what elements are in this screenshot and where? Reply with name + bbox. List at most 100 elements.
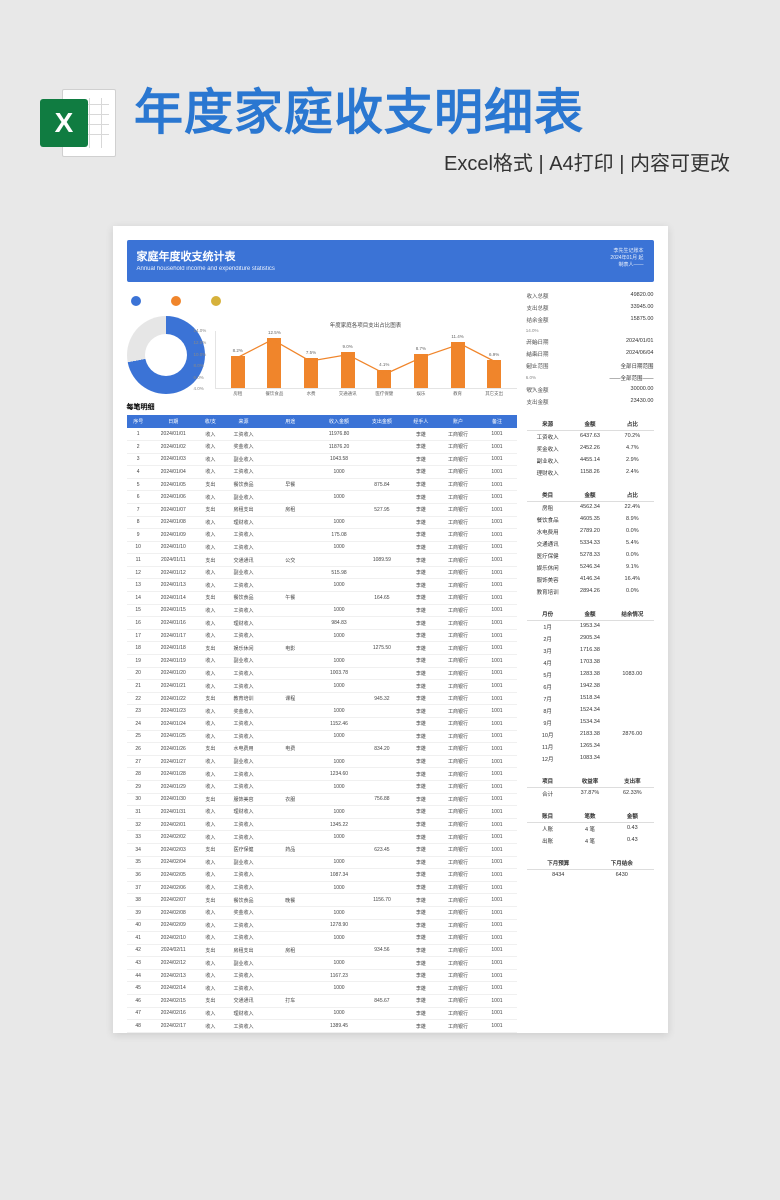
col-header: 用途: [263, 415, 318, 428]
table-row: 42024/01/04收入工资收入1000李雄工商银行1001: [127, 466, 517, 479]
monthly-summary: 月份金额结余情况1月1953.342月2905.343月1716.384月170…: [527, 608, 654, 765]
summary-row: 收入金额30000.00: [527, 384, 654, 396]
table-row: 142024/01/14支出餐饮食品午餐164.65李雄工商银行1001: [127, 592, 517, 605]
bar-chart: 年度家庭各项目支出占比图表 14.0%12.0%10.0%8.0%6.0%4.0…: [215, 321, 517, 389]
summary-row: 11月1265.34: [527, 741, 654, 753]
summary-totals: 收入总额49820.00支出总额33945.00结余金额15875.00: [527, 290, 654, 326]
table-row: 282024/01/28收入工资收入1234.60李雄工商银行1001: [127, 768, 517, 781]
expense-breakdown: 类目金额占比房租4562.3422.4%餐饮食品4605.358.9%水电费用2…: [527, 489, 654, 598]
page-title: 年度家庭收支明细表: [134, 85, 740, 141]
table-row: 242024/01/24收入工资收入1152.46李雄工商银行1001: [127, 718, 517, 731]
table-header-row: 序号日期收/支来源用途收入金额支出金额经手人账户备注: [127, 415, 517, 428]
summary-row: 水电费用2789.200.0%: [527, 526, 654, 538]
next-month-summary: 下月预算下月结余84346430: [527, 857, 654, 880]
summary-row: 7月1518.34: [527, 693, 654, 705]
summary-row: 2月2905.34: [527, 633, 654, 645]
summary-period: 开始日期2024/01/01结束日期2024/06/04起止范围全部日期范围——…: [527, 336, 654, 408]
table-row: 462024/02/15支出交通通讯打车845.67李雄工商银行1001: [127, 995, 517, 1008]
table-row: 332024/02/02收入工资收入1000李雄工商银行1001: [127, 831, 517, 844]
summary-row: 人账4 笔0.43: [527, 823, 654, 835]
col-header: 账户: [438, 415, 477, 428]
template-preview: 李先生记账本 2024年01月 起 制表人—— 家庭年度收支统计表 Annual…: [113, 226, 668, 1033]
table-row: 402024/02/09收入工资收入1278.90李雄工商银行1001: [127, 919, 517, 932]
table-row: 132024/01/13收入工资收入1000李雄工商银行1001: [127, 579, 517, 592]
summary-head: 来源金额占比: [527, 418, 654, 431]
summary-row: 副业收入4455.142.9%: [527, 455, 654, 467]
table-row: 92024/01/09收入工资收入175.08李雄工商银行1001: [127, 529, 517, 542]
legend-row: [127, 290, 517, 310]
table-row: 342024/02/03支出医疗保健药品623.45李雄工商银行1001: [127, 843, 517, 856]
summary-row: 餐饮食品4605.358.9%: [527, 514, 654, 526]
summary-row: 12月1083.34: [527, 753, 654, 765]
account-summary: 账目笔数金额人账4 笔0.43出账4 笔0.43: [527, 810, 654, 847]
summary-row: 理财收入1158.262.4%: [527, 467, 654, 479]
table-row: 292024/01/29收入工资收入1000李雄工商银行1001: [127, 780, 517, 793]
table-row: 472024/02/16收入理财收入1000李雄工商银行1001: [127, 1007, 517, 1020]
col-header: 来源: [224, 415, 263, 428]
table-row: 422024/02/11支出房租支出房租934.56李雄工商银行1001: [127, 944, 517, 957]
table-row: 112024/01/11支出交通通讯公交1089.59李雄工商银行1001: [127, 554, 517, 567]
table-row: 382024/02/07支出餐饮食品晚餐1156.70李雄工商银行1001: [127, 894, 517, 907]
summary-row: 交通通讯5334.335.4%: [527, 538, 654, 550]
table-row: 22024/01/02收入奖金收入11876.20李雄工商银行1001: [127, 440, 517, 453]
col-header: 经手人: [403, 415, 438, 428]
summary-row: 合计37.87%62.33%: [527, 788, 654, 800]
table-row: 452024/02/14收入工资收入1000李雄工商银行1001: [127, 982, 517, 995]
detail-table: 序号日期收/支来源用途收入金额支出金额经手人账户备注 12024/01/01收入…: [127, 415, 517, 1033]
table-row: 432024/02/12收入副业收入1000李雄工商银行1001: [127, 957, 517, 970]
legend-item: [171, 296, 185, 306]
table-row: 182024/01/18支出娱乐休闲电影1275.50李雄工商银行1001: [127, 642, 517, 655]
table-row: 252024/01/25收入工资收入1000李雄工商银行1001: [127, 730, 517, 743]
y-axis-right: 14.0%12.0%10.0%8.0%6.0%4.0%: [526, 328, 539, 391]
legend-item: [131, 296, 145, 306]
table-row: 102024/01/10收入工资收入1000李雄工商银行1001: [127, 541, 517, 554]
summary-row: 3月1716.38: [527, 645, 654, 657]
summary-row: 4月1703.38: [527, 657, 654, 669]
summary-row: 工资收入6437.6370.2%: [527, 431, 654, 443]
template-cn-title: 家庭年度收支统计表: [137, 248, 644, 264]
table-row: 392024/02/08收入奖金收入1000李雄工商银行1001: [127, 906, 517, 919]
summary-row: 8月1524.34: [527, 705, 654, 717]
summary-row: 教育培训2894.260.0%: [527, 586, 654, 598]
summary-row: 10月2183.382876.00: [527, 729, 654, 741]
summary-row: 结束日期2024/06/04: [527, 348, 654, 360]
legend-item: [211, 296, 225, 306]
summary-row: 结余金额15875.00: [527, 314, 654, 326]
summary-row: 娱乐休闲5246.349.1%: [527, 562, 654, 574]
table-row: 372024/02/06收入工资收入1000李雄工商银行1001: [127, 881, 517, 894]
col-header: 收/支: [197, 415, 224, 428]
page-header: X 年度家庭收支明细表 Excel格式 | A4打印 | 内容可更改: [0, 0, 780, 196]
summary-row: 奖金收入2452.264.7%: [527, 443, 654, 455]
summary-head: 月份金额结余情况: [527, 608, 654, 621]
summary-row: 支出金额23430.00: [527, 396, 654, 408]
table-row: 412024/02/10收入工资收入1000李雄工商银行1001: [127, 932, 517, 945]
table-row: 72024/01/07支出房租支出房租527.95李雄工商银行1001: [127, 503, 517, 516]
summary-row: ——全部范围——: [527, 372, 654, 384]
bar-chart-title: 年度家庭各项目支出占比图表: [215, 321, 517, 329]
table-row: 272024/01/27收入副业收入1000李雄工商银行1001: [127, 755, 517, 768]
table-row: 12024/01/01收入工资收入11976.80李雄工商银行1001: [127, 428, 517, 440]
table-row: 232024/01/23收入奖金收入1000李雄工商银行1001: [127, 705, 517, 718]
table-row: 162024/01/16收入理财收入984.83李雄工商银行1001: [127, 617, 517, 630]
left-column: 年度家庭各项目支出占比图表 14.0%12.0%10.0%8.0%6.0%4.0…: [127, 290, 517, 1033]
table-row: 82024/01/08收入理财收入1000李雄工商银行1001: [127, 516, 517, 529]
table-row: 352024/02/04收入副业收入1000李雄工商银行1001: [127, 856, 517, 869]
table-row: 52024/01/05支出餐饮食品早餐875.84李雄工商银行1001: [127, 478, 517, 491]
table-row: 262024/01/26支出水电费用电费834.20李雄工商银行1001: [127, 743, 517, 756]
table-row: 192024/01/19收入副业收入1000李雄工商银行1001: [127, 655, 517, 668]
line-overlay: [216, 331, 517, 393]
table-row: 442024/02/13收入工资收入1167.23李雄工商银行1001: [127, 969, 517, 982]
table-row: 122024/01/12收入副业收入515.98李雄工商银行1001: [127, 566, 517, 579]
table-row: 482024/02/17收入工资收入1389.45李雄工商银行1001: [127, 1020, 517, 1033]
table-row: 322024/02/01收入工资收入1345.22李雄工商银行1001: [127, 818, 517, 831]
table-row: 362024/02/05收入工资收入1087.34李雄工商银行1001: [127, 869, 517, 882]
summary-row: 收入总额49820.00: [527, 290, 654, 302]
col-header: 支出金额: [360, 415, 403, 428]
table-row: 202024/01/20收入工资收入1003.78李雄工商银行1001: [127, 667, 517, 680]
table-row: 212024/01/21收入工资收入1000李雄工商银行1001: [127, 680, 517, 693]
summary-row: 6月1942.38: [527, 681, 654, 693]
right-column: 收入总额49820.00支出总额33945.00结余金额15875.00 开始日…: [527, 290, 654, 1033]
summary-row: 房租4562.3422.4%: [527, 502, 654, 514]
chart-row: 年度家庭各项目支出占比图表 14.0%12.0%10.0%8.0%6.0%4.0…: [127, 316, 517, 394]
page-subtitle: Excel格式 | A4打印 | 内容可更改: [134, 147, 740, 176]
